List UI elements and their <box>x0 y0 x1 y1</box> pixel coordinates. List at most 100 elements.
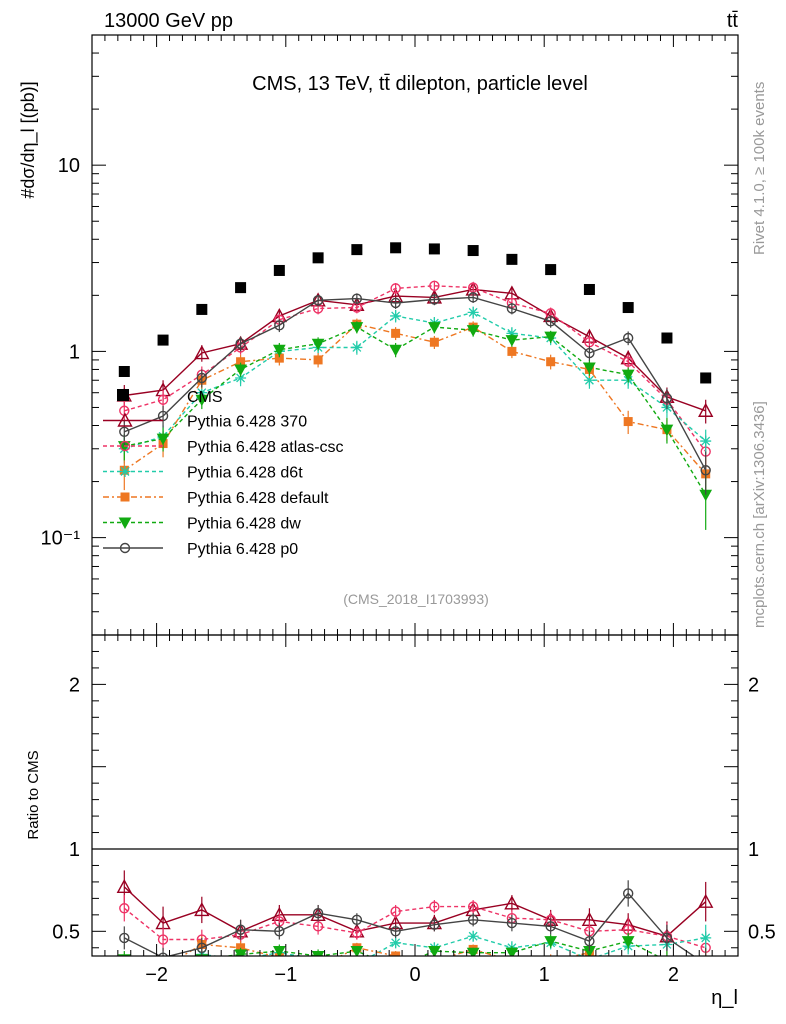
ratio-point <box>116 878 132 894</box>
x-tick-label: 1 <box>539 964 550 986</box>
ratio-point <box>430 956 439 965</box>
cms-data-point <box>235 282 247 294</box>
ratio-point <box>622 888 634 899</box>
legend-label-pythia-6-428-p0: Pythia 6.428 p0 <box>187 541 298 558</box>
data-point <box>506 327 518 339</box>
x-tick-label: 2 <box>668 964 679 986</box>
y-tick-label: 1 <box>69 839 80 861</box>
data-point <box>623 417 633 427</box>
ratio-point <box>390 963 401 973</box>
legend-label-pythia-6-428-d6t: Pythia 6.428 d6t <box>187 465 303 482</box>
ratio-point <box>506 917 518 929</box>
data-point <box>194 345 210 360</box>
data-point <box>312 295 324 306</box>
legend-label-cms: CMS <box>187 389 223 406</box>
data-point <box>157 394 169 405</box>
ratio-point <box>158 952 168 956</box>
ratio-point <box>467 930 479 942</box>
cms-data-point <box>157 334 169 346</box>
side-label-bottom: mcplots.cern.ch [arXiv:1306.3436] <box>751 401 768 628</box>
data-point <box>311 338 325 351</box>
legend-marker-pythia-6-428-dw <box>118 517 132 530</box>
ratio-point <box>119 903 130 914</box>
ratio-point <box>467 901 479 912</box>
series-line-pythia-6-428-d6t <box>124 311 707 450</box>
cms-data-point <box>700 372 712 384</box>
header-right: tt̄ <box>727 10 739 32</box>
data-point <box>350 322 364 334</box>
data-point <box>351 341 363 353</box>
ratio-point <box>274 926 285 937</box>
legend-swatch-cms <box>117 389 129 401</box>
ratio-point <box>390 906 401 917</box>
y-tick-label: 2 <box>748 674 759 696</box>
ratio-line-pythia-6-428-370 <box>123 886 707 937</box>
x-tick-label: −1 <box>274 964 297 986</box>
ratio-point <box>505 947 519 956</box>
y-tick-label: 10⁻¹ <box>41 528 81 550</box>
cms-data-point <box>273 264 285 276</box>
data-point <box>466 325 480 337</box>
data-point <box>545 316 556 327</box>
side-label-top: Rivet 4.1.0, ≥ 100k events <box>751 82 768 255</box>
cms-data-point <box>351 244 363 256</box>
ratio-point <box>391 951 401 956</box>
ratio-point <box>504 895 520 910</box>
ratio-point <box>429 901 440 912</box>
data-point <box>505 335 519 347</box>
series-line-pythia-6-428-atlas-csc <box>124 285 707 452</box>
cms-data-point <box>545 264 557 276</box>
data-point <box>660 424 674 437</box>
ratio-point <box>157 934 169 945</box>
cms-data-point <box>196 303 208 315</box>
cms-data-point <box>428 243 440 255</box>
plot-title: CMS, 13 TeV, tt̄ dilepton, particle leve… <box>252 73 588 95</box>
data-point <box>428 322 441 334</box>
analysis-label: (CMS_2018_I1703993) <box>343 591 489 607</box>
data-point <box>390 283 401 294</box>
x-tick-label: 0 <box>409 964 420 986</box>
cms-data-point <box>506 253 518 265</box>
legend-label-pythia-6-428-370: Pythia 6.428 370 <box>187 414 307 431</box>
ratio-point <box>584 935 595 947</box>
data-point <box>661 393 673 404</box>
data-point <box>467 282 479 293</box>
legend-marker-pythia-6-428-default <box>120 492 130 502</box>
ratio-point <box>119 959 130 970</box>
data-point <box>156 433 170 446</box>
ratio-point <box>544 936 558 948</box>
legend-label-pythia-6-428-atlas-csc: Pythia 6.428 atlas-csc <box>187 439 344 456</box>
y-tick-label: 10 <box>58 155 80 177</box>
data-point <box>698 402 714 417</box>
y-tick-label: 0.5 <box>748 921 776 943</box>
data-point <box>700 435 712 447</box>
ratio-point <box>467 914 479 925</box>
data-point <box>467 306 479 318</box>
legend-marker-pythia-6-428-p0 <box>119 542 131 554</box>
ratio-point <box>351 914 363 925</box>
ratio-point <box>312 908 324 919</box>
data-point <box>429 294 440 305</box>
data-point <box>274 320 285 331</box>
data-point <box>235 338 246 349</box>
ratio-point <box>350 946 364 956</box>
ratio-point <box>196 942 208 953</box>
ratio-point <box>312 921 324 932</box>
ratio-point <box>390 937 402 949</box>
ratio-point <box>119 932 130 944</box>
data-point <box>584 347 595 359</box>
ratio-point <box>194 901 210 917</box>
ratio-point <box>698 893 714 908</box>
ratio-point <box>466 947 480 956</box>
data-point <box>234 364 247 376</box>
data-point <box>467 292 479 303</box>
ratio-line-pythia-6-428-atlas-csc <box>123 905 706 949</box>
cms-data-point <box>622 302 634 314</box>
x-axis-label: η_l <box>711 987 738 1009</box>
data-point <box>700 465 711 476</box>
ratio-point <box>700 932 712 944</box>
cms-data-point <box>583 283 595 295</box>
ratio-point <box>351 959 362 970</box>
data-point <box>389 344 402 357</box>
